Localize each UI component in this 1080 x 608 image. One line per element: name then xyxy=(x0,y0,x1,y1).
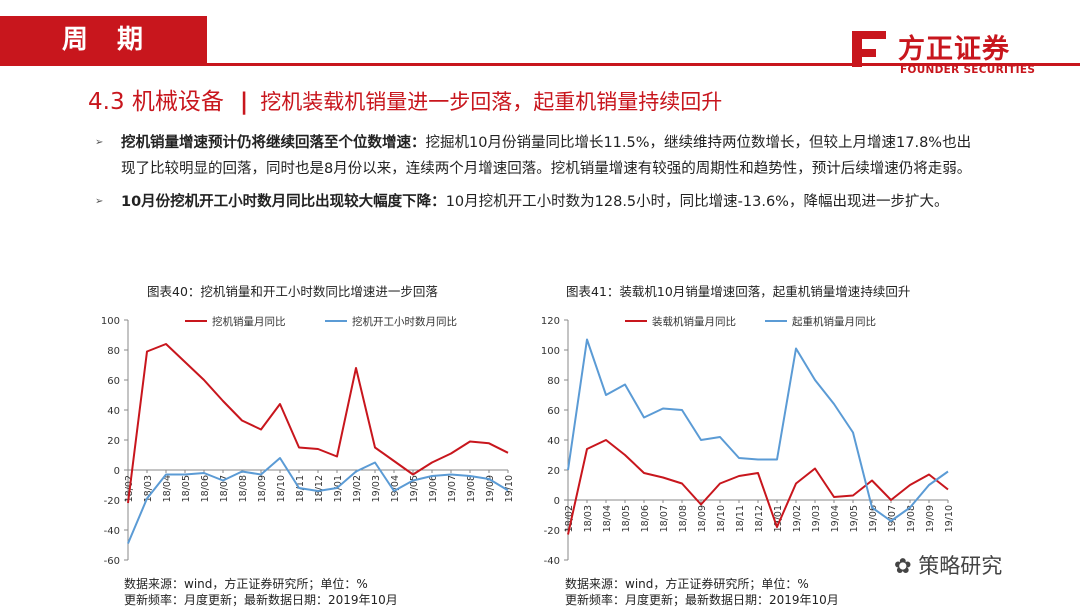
brand-name-cn: 方正证券 xyxy=(898,34,1010,65)
x-tick-label: 18/02 xyxy=(564,505,575,532)
bullet-arrow-icon: ➢ xyxy=(95,196,104,207)
x-tick-label: 19/04 xyxy=(390,475,401,502)
bullet-item: ➢ 挖机销量增速预计仍将继续回落至个位数增速：挖掘机10月份销量同比增长11.5… xyxy=(95,130,973,182)
brand-name-en: FOUNDER SECURITIES xyxy=(900,64,1036,76)
x-tick-label: 19/06 xyxy=(428,475,439,502)
x-tick-label: 18/12 xyxy=(754,505,765,532)
update-line: 更新频率：月度更新；最新数据日期：2019年10月 xyxy=(565,593,839,607)
x-tick-label: 18/03 xyxy=(143,475,154,502)
source-note: 数据来源：wind，方正证券研究所；单位：% 更新频率：月度更新；最新数据日期：… xyxy=(124,576,398,608)
x-tick-label: 19/05 xyxy=(409,475,420,502)
x-tick-label: 18/07 xyxy=(219,475,230,502)
x-tick-label: 19/10 xyxy=(944,505,955,532)
bullet-list: ➢ 挖机销量增速预计仍将继续回落至个位数增速：挖掘机10月份销量同比增长11.5… xyxy=(95,130,973,222)
x-tick-label: 19/08 xyxy=(906,505,917,532)
x-tick-label: 19/07 xyxy=(887,505,898,532)
y-tick-label: 80 xyxy=(107,346,120,357)
x-tick-label: 19/09 xyxy=(485,475,496,502)
x-tick-label: 18/10 xyxy=(716,505,727,532)
y-tick-label: -40 xyxy=(544,556,560,567)
y-tick-label: 40 xyxy=(547,436,560,447)
y-tick-label: 120 xyxy=(541,316,560,327)
y-tick-label: 40 xyxy=(107,406,120,417)
section-separator: | xyxy=(239,89,249,115)
x-tick-label: 19/03 xyxy=(811,505,822,532)
x-tick-label: 18/10 xyxy=(276,475,287,502)
x-tick-label: 18/08 xyxy=(238,475,249,502)
source-note: 数据来源：wind，方正证券研究所；单位：% 更新频率：月度更新；最新数据日期：… xyxy=(565,576,839,608)
x-tick-label: 18/06 xyxy=(200,475,211,502)
x-tick-label: 19/06 xyxy=(868,505,879,532)
y-tick-label: 80 xyxy=(547,376,560,387)
x-tick-label: 19/01 xyxy=(333,475,344,502)
x-tick-label: 19/07 xyxy=(447,475,458,502)
x-tick-label: 18/07 xyxy=(659,505,670,532)
bullet-item: ➢ 10月份挖机开工小时数月同比出现较大幅度下降：10月挖机开工小时数为128.… xyxy=(95,189,973,215)
x-tick-label: 18/11 xyxy=(735,505,746,532)
watermark-text: 策略研究 xyxy=(918,554,1003,578)
y-tick-label: -40 xyxy=(104,526,120,537)
header-rule xyxy=(0,63,1080,66)
y-tick-label: 60 xyxy=(107,376,120,387)
legend-label: 挖机销量月同比 xyxy=(212,315,286,328)
x-tick-label: 19/02 xyxy=(352,475,363,502)
chart-title: 图表41：装载机10月销量增速回落，起重机销量增速持续回升 xyxy=(566,284,911,299)
wechat-icon: ✿ xyxy=(894,554,912,578)
x-tick-label: 18/04 xyxy=(162,475,173,502)
legend-label: 挖机开工小时数月同比 xyxy=(352,315,457,328)
bullet-text: 挖掘机10月份销量同比增长11.5%，继续维持两位数增长，但较上月增速17.8%… xyxy=(121,135,972,177)
x-tick-label: 19/05 xyxy=(849,505,860,532)
chart-loader-crane: -40 -20 0 20 40 60 80 100 120 18/02 18/03 18/04 18/0… xyxy=(541,315,955,567)
y-tick-label: 20 xyxy=(107,436,120,447)
x-tick-label: 18/06 xyxy=(640,505,651,532)
x-tick-label: 18/04 xyxy=(602,505,613,532)
x-tick-label: 19/04 xyxy=(830,505,841,532)
section-subtitle: 挖机装载机销量进一步回落，起重机销量持续回升 xyxy=(260,90,723,114)
x-tick-label: 18/03 xyxy=(583,505,594,532)
chart-title: 图表40：挖机销量和开工小时数同比增速进一步回落 xyxy=(147,284,438,299)
x-tick-label: 19/10 xyxy=(504,475,515,502)
y-tick-label: -20 xyxy=(544,526,560,537)
x-tick-label: 19/09 xyxy=(925,505,936,532)
x-tick-label: 19/08 xyxy=(466,475,477,502)
y-tick-label: 0 xyxy=(114,466,120,477)
x-tick-label: 18/05 xyxy=(621,505,632,532)
source-line: 数据来源：wind，方正证券研究所；单位：% xyxy=(565,577,809,591)
founder-logo-icon xyxy=(852,31,886,67)
source-line: 数据来源：wind，方正证券研究所；单位：% xyxy=(124,577,368,591)
section-title: 机械设备 xyxy=(131,89,224,115)
series-line xyxy=(567,338,949,522)
y-tick-label: 20 xyxy=(547,466,560,477)
x-tick-label: 18/09 xyxy=(697,505,708,532)
x-tick-label: 19/01 xyxy=(773,505,784,532)
x-tick-label: 18/12 xyxy=(314,475,325,502)
y-tick-label: 0 xyxy=(554,496,560,507)
bullet-text: 10月挖机开工小时数为128.5小时，同比增速-13.6%，降幅出现进一步扩大。 xyxy=(445,194,949,210)
update-line: 更新频率：月度更新；最新数据日期：2019年10月 xyxy=(124,593,398,607)
y-tick-label: -60 xyxy=(104,556,120,567)
bullet-arrow-icon: ➢ xyxy=(95,137,104,148)
y-tick-label: 100 xyxy=(541,346,560,357)
x-tick-label: 18/08 xyxy=(678,505,689,532)
section-number: 4.3 xyxy=(88,89,125,115)
bullet-lead: 10月份挖机开工小时数月同比出现较大幅度下降： xyxy=(121,194,446,210)
x-tick-label: 18/05 xyxy=(181,475,192,502)
x-tick-label: 19/03 xyxy=(371,475,382,502)
section-heading: 4.3 机械设备 | 挖机装载机销量进一步回落，起重机销量持续回升 xyxy=(88,82,722,116)
page-tag: 周 期 xyxy=(0,16,207,64)
y-tick-label: 100 xyxy=(101,316,120,327)
y-tick-label: 60 xyxy=(547,406,560,417)
bullet-lead: 挖机销量增速预计仍将继续回落至个位数增速： xyxy=(121,135,426,151)
y-tick-label: -20 xyxy=(104,496,120,507)
wechat-watermark: ✿ 策略研究 xyxy=(894,550,1002,580)
x-tick-label: 19/02 xyxy=(792,505,803,532)
legend-label: 装载机销量月同比 xyxy=(652,315,736,328)
x-tick-label: 18/09 xyxy=(257,475,268,502)
legend-label: 起重机销量月同比 xyxy=(792,315,876,328)
